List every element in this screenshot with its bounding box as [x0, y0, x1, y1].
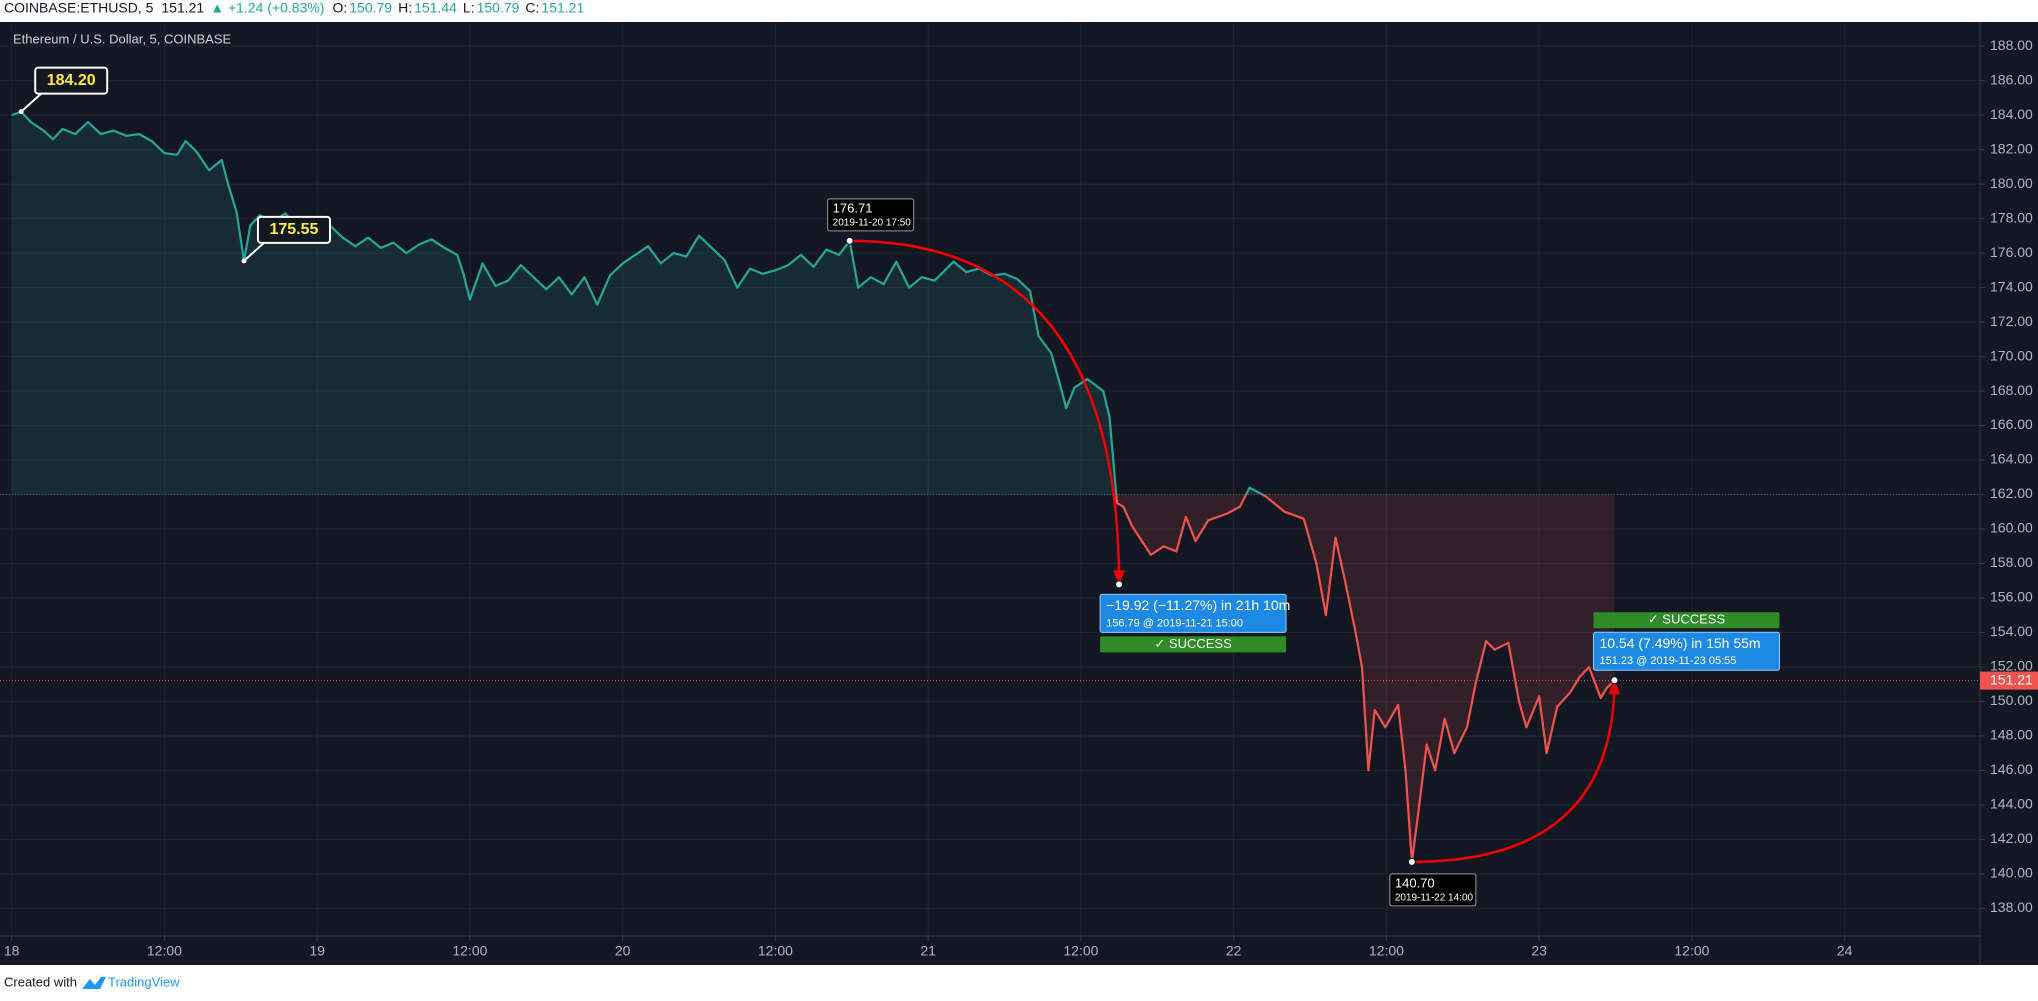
x-tick-label: 12:00	[1674, 943, 1709, 959]
note-point	[241, 258, 247, 264]
y-tick-label: 170.00	[1990, 347, 2033, 363]
y-tick-label: 188.00	[1990, 37, 2033, 53]
header-text: 151.44	[414, 0, 457, 16]
y-tick-label: 144.00	[1990, 796, 2033, 812]
result-subtext: 156.79 @ 2019-11-21 15:00	[1106, 617, 1243, 629]
y-tick-label: 184.00	[1990, 106, 2033, 122]
y-tick-label: 140.00	[1990, 865, 2033, 881]
footer-text: Created with	[4, 974, 77, 989]
result-text: 10.54 (7.49%) in 15h 55m	[1599, 635, 1760, 651]
start-price: 140.70	[1395, 875, 1435, 890]
note-label: 175.55	[270, 221, 319, 238]
y-tick-label: 186.00	[1990, 71, 2033, 87]
y-tick-label: 166.00	[1990, 416, 2033, 432]
footer-bar	[0, 965, 2038, 1001]
status-text: ✓ SUCCESS	[1154, 636, 1232, 651]
y-tick-label: 138.00	[1990, 899, 2033, 915]
header-text: L:	[463, 0, 475, 16]
y-tick-label: 172.00	[1990, 313, 2033, 329]
x-tick-label: 21	[920, 943, 936, 959]
x-tick-label: 23	[1531, 943, 1547, 959]
header: COINBASE:ETHUSD, 5 151.21 ▲ +1.24 (+0.83%)…	[4, 0, 584, 16]
header-text: 150.79	[349, 0, 392, 16]
x-tick-label: 20	[615, 943, 631, 959]
y-tick-label: 182.00	[1990, 140, 2033, 156]
measure-arrow	[849, 239, 1121, 585]
last-price-label: 151.21	[1990, 671, 2033, 687]
y-tick-label: 174.00	[1990, 278, 2033, 294]
measure-start	[845, 236, 854, 245]
x-tick-label: 22	[1226, 943, 1242, 959]
start-time: 2019-11-20 17:50	[833, 217, 912, 228]
y-tick-label: 142.00	[1990, 830, 2033, 846]
chart-title: Ethereum / U.S. Dollar, 5, COINBASE	[13, 31, 232, 46]
note-point	[18, 109, 24, 115]
header-text: ▲ +1.24 (+0.83%)	[210, 0, 324, 16]
note-box	[34, 66, 109, 95]
status-box	[1593, 612, 1780, 629]
note-pointer	[243, 242, 265, 262]
x-tick-label: 12:00	[147, 943, 182, 959]
status-text: ✓ SUCCESS	[1648, 612, 1726, 627]
note-label: 184.20	[47, 72, 96, 89]
y-tick-label: 160.00	[1990, 520, 2033, 536]
y-tick-label: 146.00	[1990, 761, 2033, 777]
x-tick-label: 19	[309, 943, 325, 959]
header-text: 150.79	[477, 0, 520, 16]
y-tick-label: 178.00	[1990, 209, 2033, 225]
x-tick-label: 12:00	[1063, 943, 1098, 959]
y-tick-label: 152.00	[1990, 658, 2033, 674]
x-tick-label: 12:00	[758, 943, 793, 959]
header-text: 151.21	[161, 0, 204, 16]
x-tick-label: 12:00	[1369, 943, 1404, 959]
x-tick-label: 24	[1837, 943, 1853, 959]
start-time: 2019-11-22 14:00	[1395, 892, 1474, 903]
measure-end	[1610, 676, 1619, 685]
y-tick-label: 148.00	[1990, 727, 2033, 743]
result-box	[1099, 593, 1287, 633]
result-text: −19.92 (−11.27%) in 21h 10m	[1106, 597, 1290, 613]
note-box	[256, 215, 331, 244]
header-text: COINBASE:ETHUSD, 5	[4, 0, 154, 16]
measure-end	[1115, 580, 1124, 589]
status-box	[1100, 636, 1287, 653]
header-bar	[0, 0, 2038, 22]
logo-mark	[82, 977, 106, 989]
axes: 18 12:00 19 12:00 20 12:00 21 12:00 22 12:00 23 12:…	[4, 37, 2038, 959]
start-price: 176.71	[833, 200, 873, 215]
note-pointer	[20, 92, 42, 113]
y-tick-label: 164.00	[1990, 451, 2033, 467]
arrow-head	[1113, 570, 1126, 585]
x-tick-label: 12:00	[452, 943, 487, 959]
annotations: 184.20 175.55 176.71 2019-11-20 17:50 −19.92…	[18, 66, 1780, 907]
footer-brand[interactable]: TradingView	[108, 974, 180, 989]
y-tick-label: 150.00	[1990, 692, 2033, 708]
tradingview-logo	[82, 977, 106, 989]
y-tick-label: 154.00	[1990, 623, 2033, 639]
last-price-box	[1980, 671, 2038, 690]
arrow-head	[1608, 680, 1621, 695]
y-tick-label: 162.00	[1990, 485, 2033, 501]
y-tick-label: 168.00	[1990, 382, 2033, 398]
y-tick-label: 176.00	[1990, 244, 2033, 260]
result-subtext: 151.23 @ 2019-11-23 05:55	[1599, 655, 1736, 667]
measure-arrow	[1411, 680, 1616, 864]
header-text: C:	[525, 0, 539, 16]
start-label-box	[1389, 873, 1477, 907]
y-tick-label: 180.00	[1990, 175, 2033, 191]
x-tick-label: 18	[4, 943, 20, 959]
y-tick-label: 158.00	[1990, 554, 2033, 570]
header-text: 151.21	[541, 0, 584, 16]
measure-start	[1407, 857, 1416, 866]
header-text: O:	[332, 0, 347, 16]
header-text: H:	[398, 0, 412, 16]
result-box	[1592, 631, 1780, 671]
baseline-fill	[11, 111, 1615, 862]
start-label-box	[827, 198, 915, 232]
y-tick-label: 156.00	[1990, 589, 2033, 605]
